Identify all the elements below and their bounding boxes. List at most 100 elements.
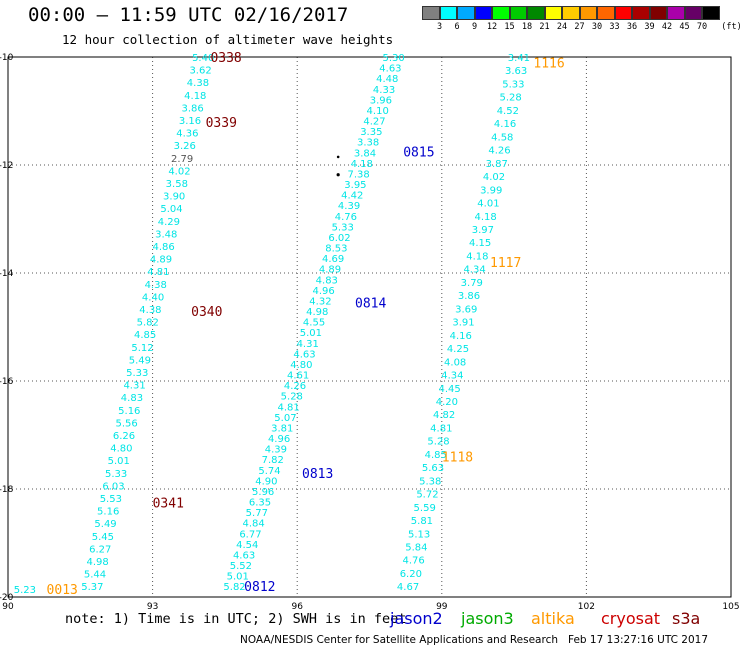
wave-height-value: 4.34 (463, 265, 485, 276)
wave-height-value: 4.32 (309, 296, 331, 307)
wave-height-value: 5.74 (258, 466, 280, 477)
lat-tick-label: -16 (0, 377, 14, 387)
lat-tick-label: -20 (0, 593, 14, 603)
wave-height-value: 5.28 (281, 392, 303, 403)
color-scale-label: 3 (436, 22, 443, 32)
wave-height-value: 3.38 (357, 138, 379, 149)
pass-time-label: 0815 (403, 146, 434, 161)
wave-height-value: 5.53 (100, 494, 122, 505)
wave-height-value: 5.33 (502, 79, 524, 90)
color-scale-label: 21 (539, 22, 550, 32)
pass-time-label: 0814 (355, 297, 386, 312)
wave-height-value: 6.20 (400, 569, 422, 580)
pass-time-label: 1117 (490, 256, 521, 271)
wave-height-value: 5.49 (94, 519, 116, 530)
lon-tick-label: 102 (578, 602, 595, 612)
wave-height-value: 3.69 (455, 304, 477, 315)
wave-height-value: 4.63 (293, 349, 315, 360)
lon-tick-label: 90 (2, 602, 14, 612)
legend-item-jason2: jason2 (390, 609, 443, 628)
wave-height-value: 3.63 (505, 66, 527, 77)
wave-height-value: 5.84 (405, 543, 427, 554)
page-subtitle: 12 hour collection of altimeter wave hei… (62, 32, 394, 47)
pass-time-label: 1116 (533, 56, 564, 71)
wave-height-value: 3.62 (189, 66, 211, 77)
color-scale-label: 33 (609, 22, 620, 32)
wave-height-value: 5.49 (129, 355, 151, 366)
map-frame (7, 56, 732, 598)
wave-height-value: 4.48 (376, 74, 398, 85)
wave-height-value: 3.90 (163, 192, 185, 203)
units-note: note: 1) Time is in UTC; 2) SWH is in fe… (65, 611, 407, 627)
wave-height-value: 4.55 (303, 318, 325, 329)
wave-height-value: 4.58 (491, 132, 513, 143)
color-scale-label: 18 (521, 22, 533, 32)
color-scale-swatch (667, 6, 685, 20)
wave-height-value: 6.35 (249, 498, 271, 509)
wave-height-value: 3.99 (480, 185, 502, 196)
wave-height-value: 6.27 (89, 544, 111, 555)
legend-item-s3a: s3a (672, 609, 701, 628)
wave-height-value: 4.80 (290, 360, 312, 371)
wave-height-value: 4.38 (139, 305, 161, 316)
wave-height-value: 4.76 (335, 212, 357, 223)
wave-height-value: 5.13 (408, 529, 430, 540)
color-scale-swatch (527, 6, 545, 20)
wave-height-value: 4.16 (450, 331, 472, 342)
wave-height-value: 5.12 (131, 343, 153, 354)
lat-tick-label: -18 (0, 485, 14, 495)
color-scale-swatch (509, 6, 527, 20)
color-scale-swatch (684, 6, 702, 20)
wave-height-value: 5.59 (414, 503, 436, 514)
wave-height-value: 4.82 (433, 410, 455, 421)
wave-height-value: 6.02 (328, 233, 350, 244)
wave-height-value: 5.56 (116, 418, 138, 429)
wave-height-value: 4.31 (123, 381, 145, 392)
wave-height-value: 4.89 (319, 265, 341, 276)
wave-height-value: 4.02 (483, 172, 505, 183)
wave-height-value: 4.45 (438, 384, 460, 395)
lon-tick-label: 93 (147, 602, 158, 612)
color-scale-label: 15 (504, 22, 515, 32)
wave-height-value: 4.90 (255, 476, 277, 487)
wave-height-value: 5.81 (411, 516, 433, 527)
wave-height-value: 3.35 (360, 127, 382, 138)
color-scale-swatch (562, 6, 580, 20)
wave-height-value: 4.67 (397, 582, 419, 593)
wave-height-value: 4.31 (297, 339, 319, 350)
color-scale-label: 9 (471, 22, 478, 32)
color-scale-swatch (597, 6, 615, 20)
wave-height-value: 4.18 (351, 159, 373, 170)
wave-height-value: 5.16 (97, 507, 119, 518)
wave-height-value: 4.63 (233, 550, 255, 561)
wave-height-value: 6.77 (239, 529, 261, 540)
color-scale-label: 45 (679, 22, 690, 32)
wave-height-value: 4.18 (184, 91, 206, 102)
wave-height-value: 4.98 (306, 307, 328, 318)
wave-height-value: 5.77 (246, 508, 268, 519)
wave-height-value: 3.41 (508, 53, 530, 64)
wave-height-value: 5.82 (137, 318, 159, 329)
wave-height-value: 5.30 (382, 53, 404, 64)
lon-tick-label: 96 (291, 602, 303, 612)
wave-height-value: 4.08 (444, 357, 466, 368)
wave-height-value: 5.23 (14, 585, 36, 596)
wave-height-value: 5.63 (422, 463, 444, 474)
wave-height-value: 4.96 (268, 434, 290, 445)
wave-height-value: 4.38 (145, 280, 167, 291)
wave-height-value: 4.84 (242, 519, 264, 530)
pass-time-label: 1118 (442, 451, 473, 466)
wave-height-value: 4.83 (121, 393, 143, 404)
wave-height-value: 4.36 (176, 129, 198, 140)
wave-height-value: 5.01 (300, 328, 322, 339)
wave-height-value: 4.81 (430, 423, 452, 434)
wave-height-value: 3.95 (344, 180, 366, 191)
pass-time-label: 0013 (47, 583, 78, 598)
wave-height-value: 4.15 (469, 238, 491, 249)
wave-height-value: 4.02 (168, 166, 190, 177)
wave-height-value: 5.37 (81, 582, 103, 593)
color-scale-swatch (702, 6, 720, 20)
wave-height-value: 4.89 (150, 255, 172, 266)
color-scale-swatch (492, 6, 510, 20)
wave-height-value: 5.28 (499, 93, 521, 104)
